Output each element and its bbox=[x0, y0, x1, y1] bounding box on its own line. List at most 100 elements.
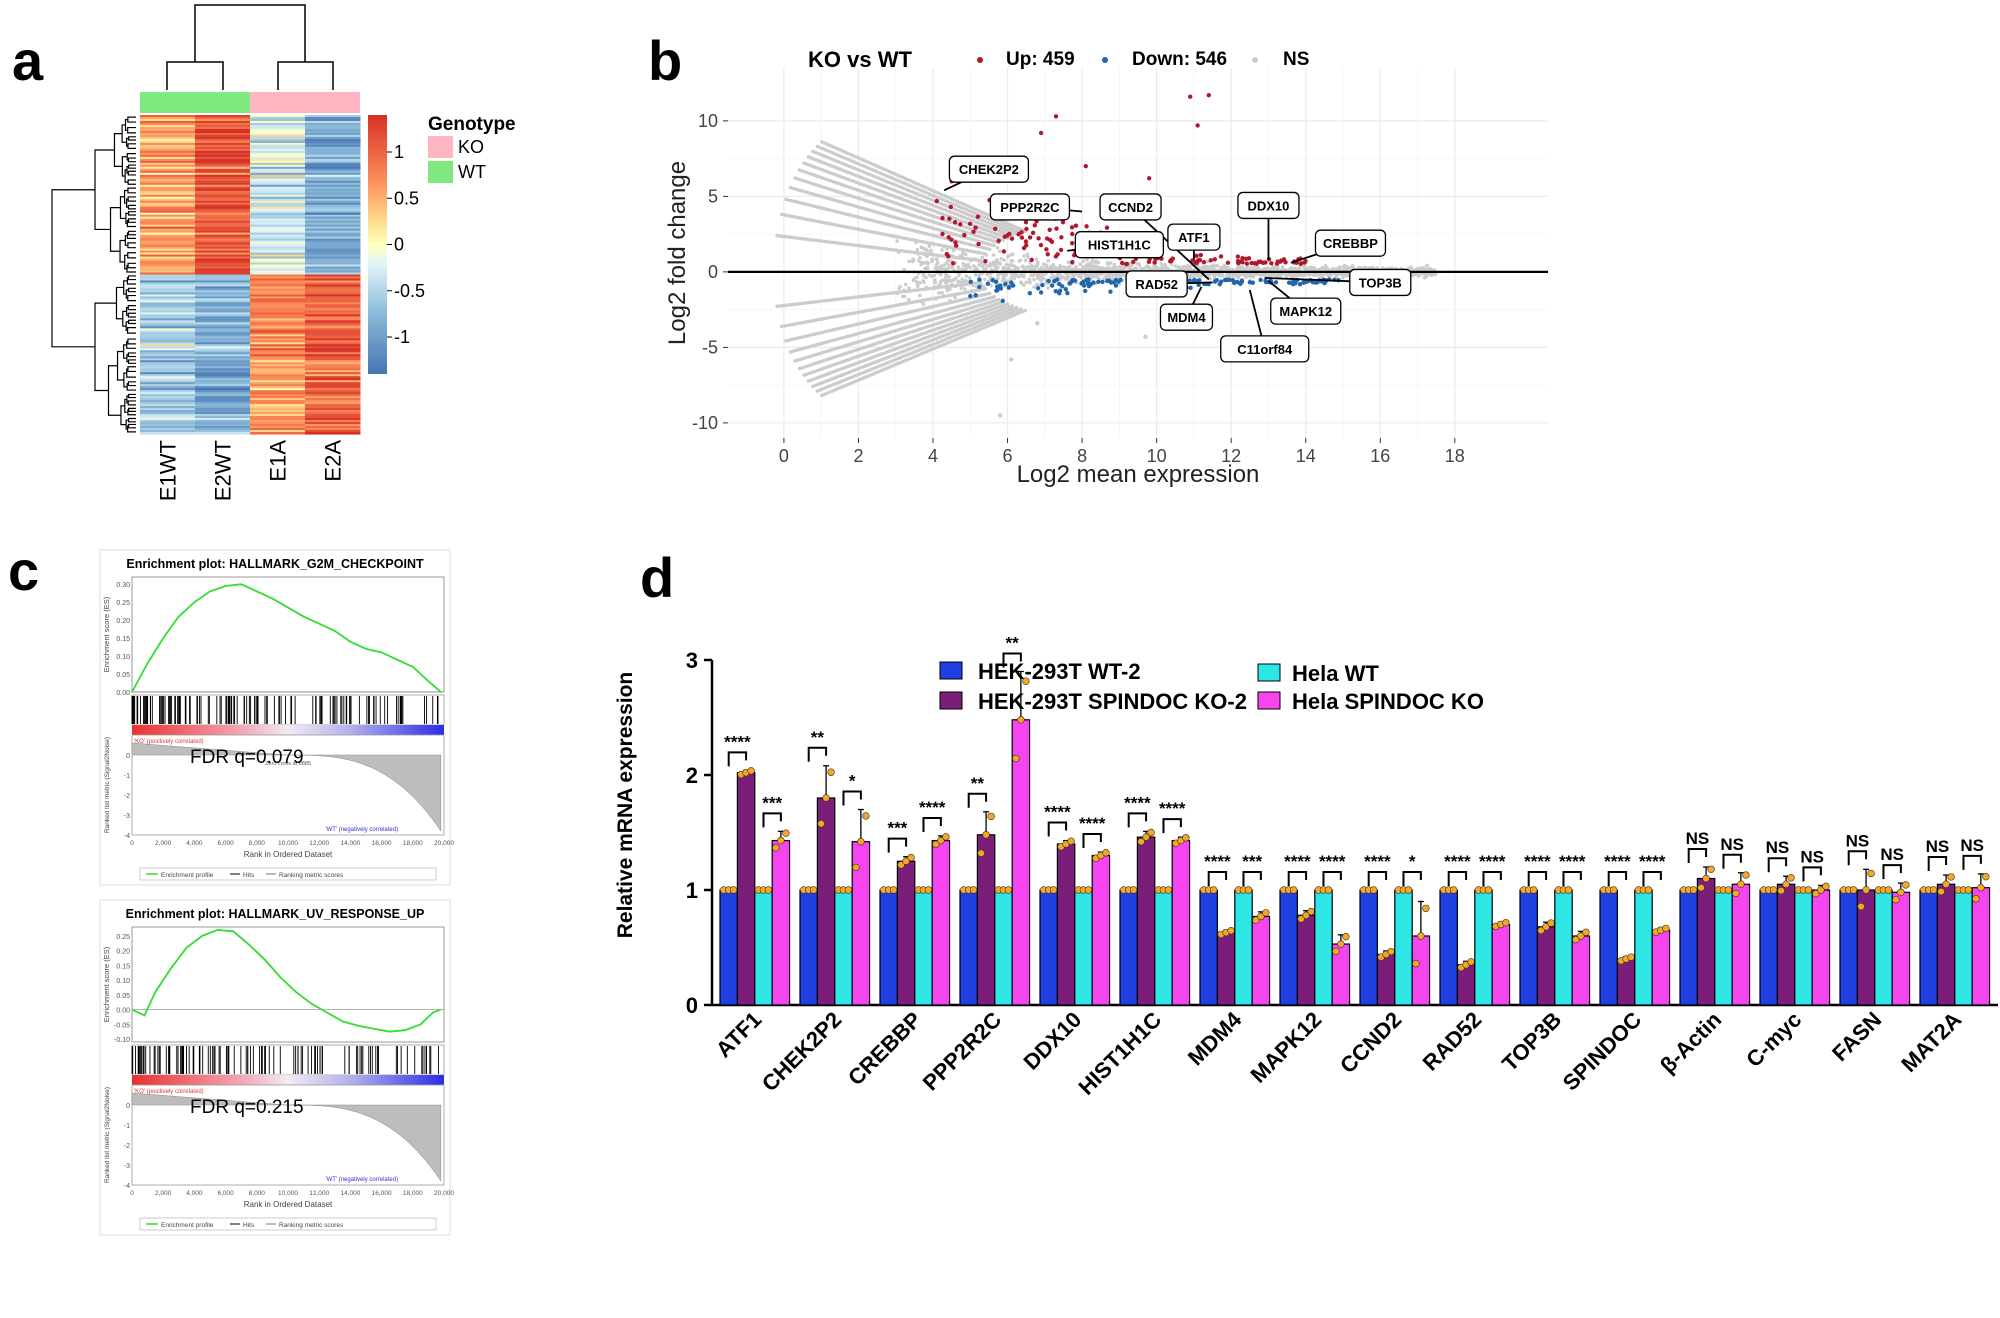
heatmap-cell bbox=[140, 270, 196, 274]
heatmap-cell bbox=[250, 276, 306, 280]
heatmap-cell bbox=[250, 166, 306, 170]
ns-point bbox=[851, 243, 855, 247]
dendrogram-branch bbox=[125, 212, 129, 225]
heatmap-cell bbox=[140, 396, 196, 399]
heatmap-cell bbox=[305, 374, 361, 377]
ns-point bbox=[997, 261, 1002, 266]
heatmap-cell bbox=[195, 256, 251, 260]
heatmap-cell bbox=[195, 152, 251, 156]
heatmap-cell bbox=[305, 320, 361, 323]
heatmap-cell bbox=[195, 396, 251, 399]
heatmap-cell bbox=[195, 382, 251, 385]
ns-point bbox=[945, 247, 949, 251]
ns-point bbox=[1004, 262, 1008, 267]
heatmap-cell bbox=[140, 420, 196, 423]
heatmap-cell bbox=[140, 364, 196, 367]
heatmap-cell bbox=[305, 238, 361, 242]
ns-point bbox=[1058, 267, 1062, 272]
gsea-legend-profile: Enrichment profile bbox=[161, 872, 214, 879]
down-point bbox=[1009, 280, 1014, 285]
heatmap-cell bbox=[305, 212, 361, 216]
dendrogram-branch bbox=[127, 409, 136, 416]
heatmap-cell bbox=[305, 356, 361, 359]
up-point bbox=[1024, 226, 1029, 232]
ns-point bbox=[845, 296, 850, 300]
ns-point bbox=[936, 284, 941, 288]
heatmap-cell bbox=[140, 358, 196, 361]
ns-point bbox=[949, 265, 953, 269]
heatmap-cell bbox=[140, 304, 196, 307]
heatmap-cell bbox=[140, 262, 196, 266]
heatmap-cell bbox=[250, 174, 306, 178]
ns-point bbox=[1199, 266, 1203, 271]
ns-point bbox=[780, 234, 785, 239]
heatmap-cell bbox=[195, 392, 251, 395]
heatmap-cell bbox=[250, 214, 306, 218]
heatmap-cell bbox=[305, 236, 361, 240]
heatmap-cell bbox=[195, 378, 251, 381]
ns-point bbox=[864, 294, 868, 298]
heatmap-cell bbox=[305, 248, 361, 252]
heatmap-cell bbox=[195, 224, 251, 228]
ns-point bbox=[930, 257, 935, 261]
up-point bbox=[958, 222, 963, 227]
heatmap-cell bbox=[195, 418, 251, 421]
dendrogram-branch bbox=[127, 242, 136, 249]
ns-point bbox=[819, 239, 824, 243]
ns-point bbox=[856, 243, 860, 248]
dendrogram-branch bbox=[127, 366, 136, 373]
heatmap-cell bbox=[195, 386, 251, 389]
ns-point bbox=[1012, 276, 1016, 280]
panel-label-c: c bbox=[8, 539, 40, 602]
row-dendrogram bbox=[51, 116, 136, 433]
heatmap-cell bbox=[250, 360, 306, 363]
heatmap-cell bbox=[140, 156, 196, 160]
ns-point bbox=[1205, 259, 1210, 264]
heatmap-cell bbox=[250, 412, 306, 415]
heatmap-cell bbox=[250, 422, 306, 425]
heatmap-cell bbox=[305, 350, 361, 353]
ns-point bbox=[911, 288, 915, 293]
ma-x-axis-label: Log2 mean expression bbox=[1017, 461, 1260, 488]
down-point bbox=[985, 281, 991, 286]
ns-point bbox=[934, 297, 938, 301]
dendrogram-branch bbox=[126, 264, 136, 273]
ns-point bbox=[917, 293, 922, 298]
ns-point bbox=[788, 235, 793, 240]
heatmap-cell bbox=[140, 372, 196, 375]
x-tick-label: 16 bbox=[1370, 446, 1390, 466]
ns-point bbox=[1093, 260, 1097, 264]
ns-point bbox=[1212, 275, 1217, 279]
dendrogram-branch bbox=[127, 218, 136, 223]
up-point bbox=[1274, 261, 1280, 266]
heatmap-cell bbox=[195, 402, 251, 405]
ns-point bbox=[929, 286, 933, 291]
heatmap-cell bbox=[305, 115, 361, 118]
heatmap-cell bbox=[250, 158, 306, 162]
dendrogram-branch bbox=[127, 157, 136, 163]
heatmap-cell bbox=[195, 128, 251, 132]
heatmap-cell bbox=[250, 198, 306, 202]
heatmap-cell bbox=[195, 122, 251, 126]
ns-point bbox=[923, 266, 927, 271]
heatmap-cell bbox=[305, 144, 361, 148]
up-point bbox=[1053, 114, 1059, 119]
ns-point bbox=[801, 301, 806, 306]
ns-point bbox=[835, 297, 840, 302]
heatmap-cell bbox=[140, 232, 196, 236]
heatmap-cell bbox=[250, 116, 306, 120]
heatmap-cell bbox=[250, 242, 306, 246]
ns-point bbox=[871, 245, 876, 250]
heatmap-cell bbox=[305, 210, 361, 214]
up-point bbox=[952, 220, 958, 225]
ns-point bbox=[956, 279, 960, 284]
down-point bbox=[1258, 277, 1263, 283]
heatmap-cell bbox=[140, 334, 196, 337]
heatmap-cell bbox=[305, 178, 361, 182]
down-point bbox=[1118, 277, 1123, 283]
ns-point bbox=[1239, 265, 1244, 270]
heatmap-cell bbox=[250, 398, 306, 401]
gsea-metric-tick: -3 bbox=[124, 813, 130, 820]
gsea-metric-tick: 0 bbox=[126, 753, 130, 760]
dendrogram-branch bbox=[127, 126, 136, 134]
